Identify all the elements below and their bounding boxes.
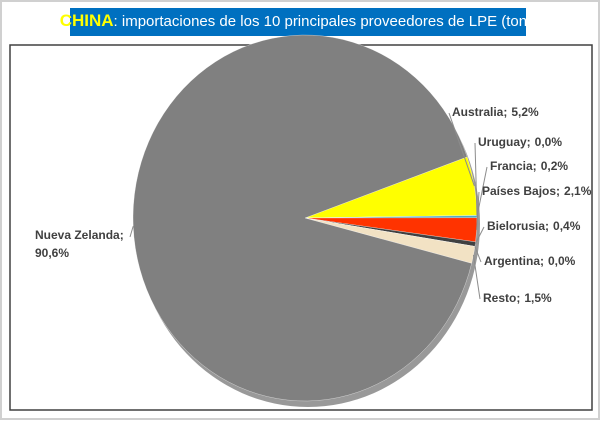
data-label: Argentina; 0,0% xyxy=(484,254,576,268)
leader-line xyxy=(472,254,481,300)
label-value: 0,4% xyxy=(553,219,581,233)
label-value: 1,5% xyxy=(524,291,552,305)
label-name: Resto; xyxy=(483,291,520,305)
leader-line xyxy=(129,226,134,238)
title-text: : importaciones de los 10 principales pr… xyxy=(114,13,537,30)
data-label: Bielorusia; 0,4% xyxy=(487,219,581,233)
label-name: Nueva Zelanda; xyxy=(35,228,124,242)
data-label: Países Bajos; 2,1% xyxy=(482,184,592,198)
leader-line xyxy=(474,226,485,245)
leader-line xyxy=(448,112,475,186)
data-label: Australia; 5,2% xyxy=(452,105,539,119)
label-value: 5,2% xyxy=(511,105,539,119)
label-name: Argentina; xyxy=(484,254,544,268)
chart-title: CHINA: importaciones de los 10 principal… xyxy=(60,11,537,30)
label-name: Australia; xyxy=(452,105,507,119)
pie-slice xyxy=(132,34,472,402)
label-value: 0,0% xyxy=(535,135,563,149)
label-value: 0,2% xyxy=(541,159,569,173)
leader-line xyxy=(474,246,482,263)
label-name: Francia; xyxy=(490,159,537,173)
leader-line xyxy=(474,142,478,216)
data-label: Uruguay; 0,0% xyxy=(478,135,562,149)
label-name: Bielorusia; xyxy=(487,219,549,233)
label-name: Países Bajos; xyxy=(482,184,560,198)
leader-line xyxy=(476,166,488,217)
title-highlight: CHINA xyxy=(60,11,114,30)
label-value: 2,1% xyxy=(564,184,592,198)
data-label: Resto; 1,5% xyxy=(483,291,552,305)
leader-line xyxy=(476,191,480,230)
label-name: Uruguay; xyxy=(478,135,531,149)
data-label: Francia; 0,2% xyxy=(490,159,568,173)
label-value: 90,6% xyxy=(35,246,69,260)
title-box xyxy=(70,8,526,36)
label-value: 0,0% xyxy=(548,254,576,268)
data-label: Nueva Zelanda; 90,6% xyxy=(35,228,124,260)
pie xyxy=(132,34,480,407)
